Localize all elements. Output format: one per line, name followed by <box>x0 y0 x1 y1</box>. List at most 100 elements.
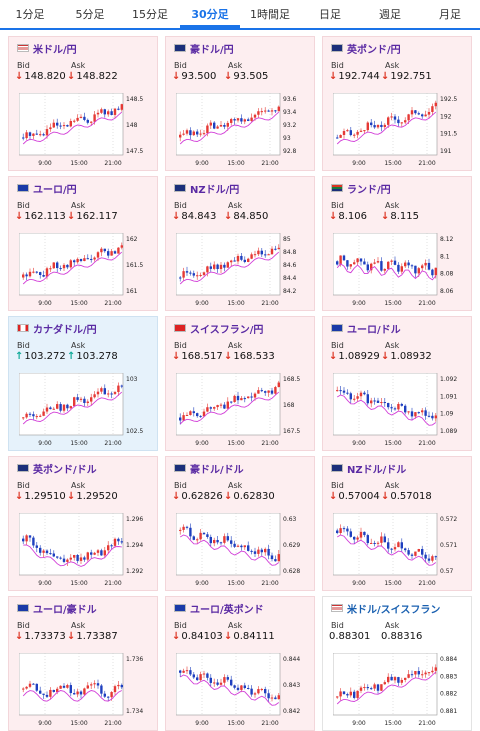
rate-card[interactable]: 米ドル/スイスフラン Bid Ask 0.88301 0.88316 0.884 0.883… <box>322 596 472 731</box>
tab-2[interactable]: 15分足 <box>132 8 168 21</box>
rate-card[interactable]: 英ポンド/ドル Bid Ask ↓1.29510 ↓1.29520 1.296 1.294 1… <box>8 456 158 591</box>
candle <box>427 415 431 417</box>
x-tick-label: 9:00 <box>195 720 209 727</box>
candle <box>393 260 397 265</box>
candle <box>407 674 410 678</box>
candle <box>179 417 182 421</box>
candle <box>383 124 386 128</box>
bid-label: Bid <box>331 61 344 70</box>
rate-card[interactable]: スイスフラン/円 Bid Ask ↓168.517 ↓168.533 168.5 168 16… <box>165 316 315 451</box>
pair-title[interactable]: 豪ドル/円 <box>174 41 234 56</box>
y-tick-label: 84.4 <box>283 275 297 282</box>
pair-title[interactable]: ユーロ/英ポンド <box>174 601 264 616</box>
candle <box>390 676 393 681</box>
pair-title[interactable]: 豪ドル/ドル <box>174 461 244 476</box>
candle <box>52 553 55 557</box>
y-tick-label: 1.09 <box>440 411 454 418</box>
candle <box>179 529 182 531</box>
tab-1[interactable]: 5分足 <box>75 8 105 21</box>
candle <box>209 266 212 269</box>
rate-card[interactable]: ユーロ/円 Bid Ask ↓162.113 ↓162.117 162 161.5 161 9:… <box>8 176 158 311</box>
rate-card[interactable]: 英ポンド/円 Bid Ask ↓192.744 ↓192.751 192.5 192 191.… <box>322 36 472 171</box>
candle <box>52 122 55 128</box>
pair-name: 英ポンド/ドル <box>33 464 97 476</box>
candle <box>216 539 219 543</box>
y-tick-label: 1.736 <box>126 656 143 663</box>
candle <box>52 689 55 692</box>
price-chart: 0.63 0.629 0.628 9:00 15:00 21:00 <box>176 513 300 587</box>
candle <box>346 130 349 132</box>
pair-title[interactable]: ユーロ/ドル <box>331 321 401 336</box>
candle <box>253 254 257 256</box>
bid-label: Bid <box>17 61 30 70</box>
pair-title[interactable]: ユーロ/円 <box>17 181 77 196</box>
pair-title[interactable]: ユーロ/豪ドル <box>17 601 97 616</box>
arrow-icon: ↓ <box>224 631 233 642</box>
rate-card[interactable]: 米ドル/円 Bid Ask ↓148.820 ↓148.822 148.5 148 147.5… <box>8 36 158 171</box>
rate-card[interactable]: ユーロ/英ポンド Bid Ask ↓0.84103 ↓0.84111 0.844 0.843… <box>165 596 315 731</box>
y-tick-label: 191 <box>440 148 452 155</box>
bid-value: ↓8.106 <box>329 211 367 222</box>
candle <box>247 119 250 121</box>
candle <box>42 550 45 553</box>
x-tick-label: 21:00 <box>261 160 278 167</box>
pair-title[interactable]: 米ドル/円 <box>17 41 77 56</box>
pair-title[interactable]: 米ドル/スイスフラン <box>331 601 440 616</box>
tab-7[interactable]: 月足 <box>439 8 461 21</box>
rate-card[interactable]: ユーロ/ドル Bid Ask ↓1.08929 ↓1.08932 1.092 1.091 1.… <box>322 316 472 451</box>
candle <box>393 408 397 410</box>
rate-card[interactable]: 豪ドル/円 Bid Ask ↓93.500 ↓93.505 93.6 93.4 93.2 93 9… <box>165 36 315 171</box>
y-tick-label: 0.629 <box>283 542 300 549</box>
candle <box>52 262 55 269</box>
candle <box>274 110 277 112</box>
pair-title[interactable]: スイスフラン/円 <box>174 321 263 336</box>
tab-0[interactable]: 1分足 <box>15 8 45 21</box>
x-tick-label: 21:00 <box>261 440 278 447</box>
rate-card[interactable]: ユーロ/豪ドル Bid Ask ↓1.73373 ↓1.73387 1.736 1.734 9… <box>8 596 158 731</box>
candle <box>404 548 407 551</box>
candle <box>42 275 45 277</box>
tab-4[interactable]: 1時間足 <box>250 8 290 21</box>
tab-5[interactable]: 日足 <box>319 8 341 21</box>
flag-icon <box>17 44 29 52</box>
pair-title[interactable]: 英ポンド/ドル <box>17 461 97 476</box>
candle <box>76 258 79 263</box>
price-chart: 8.12 8.1 8.08 8.06 9:00 15:00 21:00 <box>333 233 454 307</box>
candle <box>267 254 270 256</box>
candle <box>209 536 212 544</box>
pair-title[interactable]: NZドル/円 <box>174 181 239 196</box>
x-tick-label: 21:00 <box>261 580 278 587</box>
ask-number: 1.73387 <box>76 631 118 642</box>
candle <box>434 102 437 107</box>
candle <box>277 382 280 388</box>
pair-title[interactable]: NZドル/ドル <box>331 461 406 476</box>
candle <box>366 535 369 544</box>
rate-card[interactable]: 豪ドル/ドル Bid Ask ↓0.62826 ↓0.62830 0.63 0.629 0.6… <box>165 456 315 591</box>
candle <box>233 119 236 121</box>
ask-value: ↓93.505 <box>224 71 268 82</box>
candle <box>376 124 380 128</box>
candle <box>22 137 25 139</box>
candle <box>383 536 386 543</box>
candle <box>397 677 400 683</box>
pair-title[interactable]: ランド/円 <box>331 181 391 196</box>
candle <box>86 685 89 689</box>
candle <box>219 125 223 127</box>
tab-6[interactable]: 週足 <box>379 8 401 21</box>
rate-card[interactable]: NZドル/ドル Bid Ask ↓0.57004 ↓0.57018 0.572 0.571 0… <box>322 456 472 591</box>
arrow-icon: ↓ <box>172 71 181 82</box>
tab-3[interactable]: 30分足 <box>180 0 240 28</box>
ask-value: ↓0.84111 <box>224 631 275 642</box>
rate-card[interactable]: ランド/円 Bid Ask ↓8.106 ↓8.115 8.12 8.1 8.08 8.06 9:… <box>322 176 472 311</box>
bid-label: Bid <box>174 61 187 70</box>
flag-icon <box>331 464 343 472</box>
candle <box>431 556 434 561</box>
rate-card[interactable]: カナダドル/円 Bid Ask ↑103.272 ↑103.278 103 102.5 9:0… <box>8 316 158 451</box>
rate-card[interactable]: NZドル/円 Bid Ask ↓84.843 ↓84.850 85 84.8 84.6 84.4… <box>165 176 315 311</box>
candle <box>410 554 414 556</box>
pair-title[interactable]: 英ポンド/円 <box>331 41 401 56</box>
pair-title[interactable]: カナダドル/円 <box>17 321 97 336</box>
candle <box>250 117 253 121</box>
candle <box>404 262 407 267</box>
ask-label: Ask <box>385 481 400 490</box>
